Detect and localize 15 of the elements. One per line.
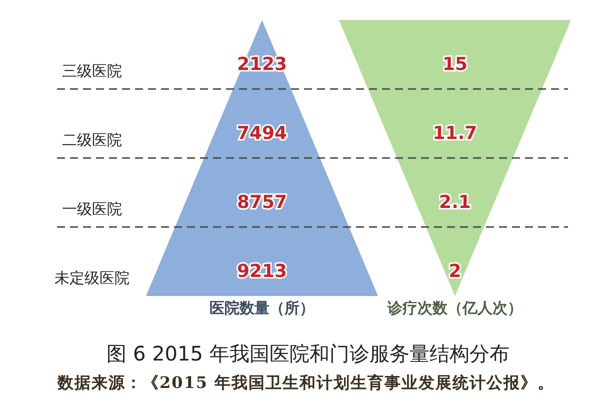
series-label: 医院数量（所） xyxy=(210,299,314,318)
category-label: 二级医院 xyxy=(62,131,122,150)
series-label: 诊疗次数（亿人次） xyxy=(386,299,522,318)
text: 图 6 2015 年我国医院和门诊服务量结构分布 xyxy=(106,341,510,366)
source-note: 数据来源：《2015 年我国卫生和计划生育事业发展统计公报》。 xyxy=(56,373,555,392)
data-label: 9213 xyxy=(236,260,288,282)
data-label: 15 xyxy=(442,54,468,75)
data-label: 8757 xyxy=(236,192,288,213)
category-label: 一级医院 xyxy=(62,200,122,218)
category-label: 三级医院 xyxy=(62,62,122,80)
data-label: 2.1 xyxy=(439,192,471,213)
data-label: 7494 xyxy=(236,122,288,144)
category-label: 未定级医院 xyxy=(54,269,130,288)
data-label: 11.7 xyxy=(432,122,478,144)
data-label: 2 xyxy=(448,260,462,282)
